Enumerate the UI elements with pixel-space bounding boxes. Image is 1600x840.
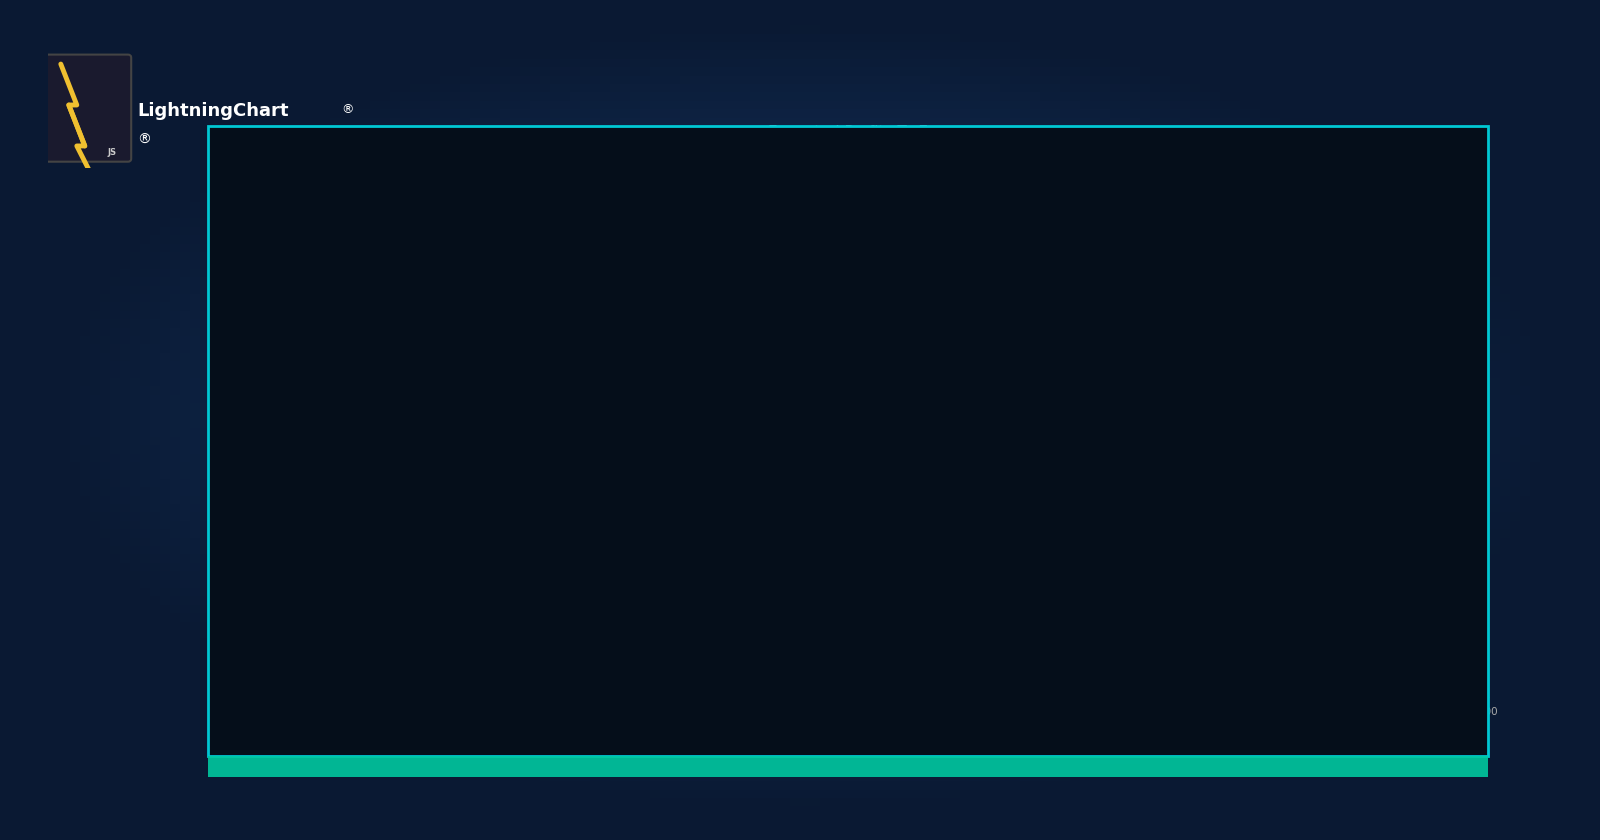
Text: ®: ® [341,103,354,117]
Text: LightningChart: LightningChart [138,102,290,120]
Text: ®: ® [138,133,152,147]
X-axis label: Units Produced: Units Produced [827,728,933,742]
Text: Legend: Legend [1110,171,1154,181]
Y-axis label: USD: USD [210,411,222,438]
Title: Expected Profits To Expenses: Expected Profits To Expenses [768,125,992,140]
Text: Expenses: Expenses [1310,171,1360,181]
Text: JS: JS [107,149,117,157]
FancyBboxPatch shape [45,55,131,161]
Text: Profits: Profits [1218,171,1251,181]
